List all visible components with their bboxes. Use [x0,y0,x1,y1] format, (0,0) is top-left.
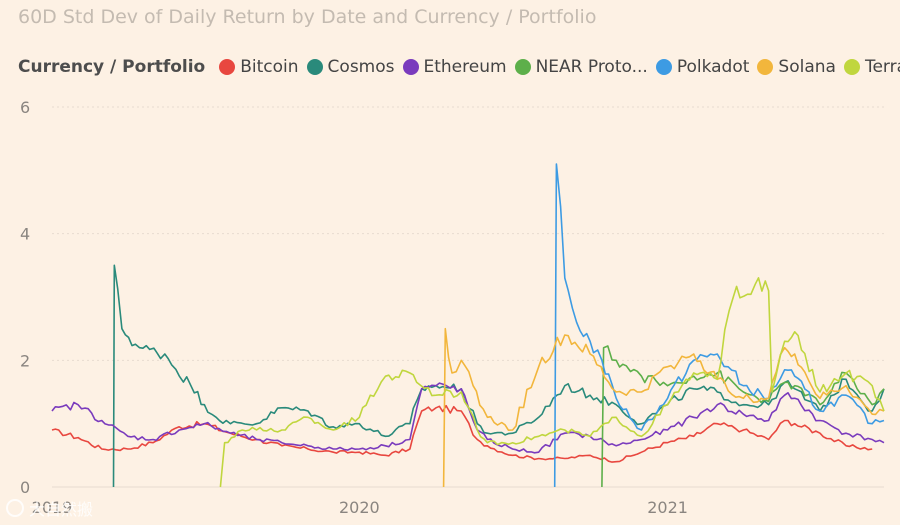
legend-items: Bitcoin Cosmos Ethereum NEAR Proto... Polkad… [219,57,900,77]
legend-label: Cosmos [327,57,395,77]
legend-marker [306,59,323,75]
chart-legend: Currency / Portfolio Bitcoin Cosmos Ethere… [18,56,900,78]
y-axis-ticks: 0 2 4 6 [20,98,30,497]
legend-label: NEAR Proto... [535,57,648,77]
legend-marker [655,59,672,75]
gridlines [52,106,884,488]
legend-label: Bitcoin [240,57,299,77]
legend-title: Currency / Portfolio [18,57,206,77]
y-tick-label: 4 [20,225,30,244]
series-line-solana [442,327,885,488]
series-line-ethereum [51,382,885,454]
y-tick-label: 2 [20,351,30,370]
watermark-text: 大自然搬 [29,500,94,519]
legend-marker [843,59,860,75]
watermark: 大自然搬 [6,496,93,520]
x-tick-label: 2021 [647,498,688,517]
legend-marker [402,59,419,75]
series-line-polkadot [553,163,885,488]
legend-label: Terra [864,57,900,77]
legend-label: Solana [778,57,836,77]
legend-item[interactable]: Solana [757,57,836,77]
series-line-bitcoin [51,404,873,463]
series-line-near-proto [601,345,885,488]
legend-marker [514,59,531,75]
legend-item[interactable]: Ethereum [402,57,507,77]
legend-item[interactable]: Polkadot [655,57,750,77]
legend-label: Ethereum [423,57,507,77]
legend-marker [219,59,236,75]
chart-title: 60D Std Dev of Daily Return by Date and … [18,6,597,28]
legend-marker [757,59,774,75]
legend-item[interactable]: Cosmos [306,57,395,77]
copyright-circle-icon [6,499,24,517]
legend-item[interactable]: Bitcoin [219,57,299,77]
legend-label: Polkadot [676,57,750,77]
series-lines [51,163,885,488]
legend-item[interactable]: NEAR Proto... [514,57,648,77]
series-line-terra [219,276,885,488]
x-axis-ticks: 2019 2020 2021 [32,498,688,517]
x-tick-label: 2020 [339,498,380,517]
y-tick-label: 0 [20,478,30,497]
x-tick-label: 2019 [32,498,73,517]
y-tick-label: 6 [20,98,30,117]
legend-item[interactable]: Terra [843,57,900,77]
series-line-cosmos [112,264,885,488]
